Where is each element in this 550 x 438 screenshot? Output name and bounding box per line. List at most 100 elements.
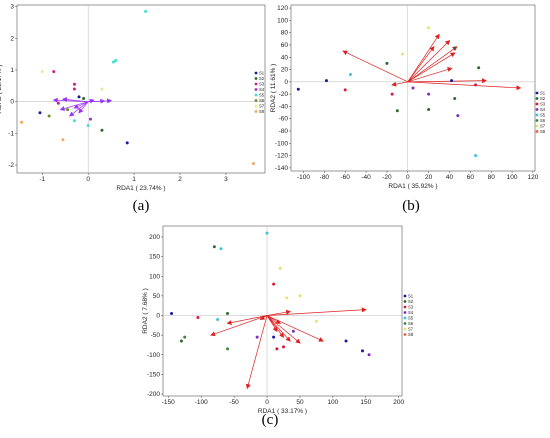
sample-point bbox=[395, 109, 399, 113]
x-tick-label: 2 bbox=[178, 176, 182, 183]
x-axis-label: RDA1 ( 23.74% ) bbox=[116, 185, 165, 192]
x-tick-label: -1 bbox=[39, 176, 45, 183]
env-factor-arrow bbox=[266, 315, 301, 344]
x-tick-label: 0 bbox=[265, 399, 269, 406]
sample-point bbox=[450, 79, 454, 83]
x-tick-label: -100 bbox=[297, 174, 310, 181]
x-tick-label: 120 bbox=[527, 174, 538, 181]
env-factor-arrow bbox=[342, 50, 408, 83]
sample-point bbox=[456, 114, 460, 118]
sample-point bbox=[427, 108, 431, 112]
env-factor-arrow bbox=[407, 67, 453, 83]
y-tick-label: 20 bbox=[281, 67, 289, 74]
sample-point bbox=[216, 317, 220, 321]
x-tick-label: 80 bbox=[488, 174, 496, 181]
sample-point bbox=[100, 128, 104, 132]
y-tick-label: 40 bbox=[281, 54, 289, 61]
legend-label: S8 bbox=[540, 129, 546, 134]
legend-marker bbox=[254, 104, 258, 108]
sample-point bbox=[72, 119, 76, 123]
sample-point bbox=[40, 70, 44, 74]
sample-point bbox=[427, 26, 431, 30]
sample-point bbox=[343, 88, 347, 92]
x-tick-label: 50 bbox=[296, 399, 304, 406]
legend-marker bbox=[535, 119, 539, 122]
env-factor-arrow bbox=[266, 315, 285, 338]
sample-point bbox=[411, 86, 415, 90]
legend-label: S1 bbox=[540, 91, 546, 96]
y-tick-label: -100 bbox=[275, 140, 288, 147]
legend-label: S4 bbox=[259, 87, 265, 92]
x-axis-label: RDA1 ( 35.92% ) bbox=[388, 183, 437, 190]
env-factor-arrow bbox=[266, 315, 278, 333]
y-tick-label: 0 bbox=[284, 79, 288, 86]
legend-label: S2 bbox=[408, 299, 414, 304]
x-tick-label: -100 bbox=[195, 399, 208, 406]
sample-point bbox=[56, 101, 60, 105]
legend-label: S1 bbox=[259, 71, 265, 76]
legend-marker bbox=[254, 77, 258, 80]
env-factor-arrow bbox=[245, 315, 268, 390]
env-factor-arrow bbox=[73, 101, 89, 109]
sample-point bbox=[324, 79, 328, 83]
x-tick-label: -60 bbox=[341, 174, 351, 181]
sample-point bbox=[212, 245, 216, 249]
y-tick-label: 100 bbox=[277, 17, 288, 24]
sample-point bbox=[427, 92, 431, 96]
sample-point bbox=[477, 66, 481, 70]
sample-point bbox=[255, 335, 259, 339]
legend-label: S6 bbox=[408, 321, 414, 326]
plot-frame bbox=[16, 4, 266, 174]
y-tick-label: 50 bbox=[153, 293, 161, 300]
sample-point bbox=[72, 87, 76, 91]
sample-point bbox=[114, 58, 118, 62]
legend-label: S5 bbox=[540, 113, 546, 118]
sample-point bbox=[272, 282, 276, 286]
x-tick-label: -80 bbox=[320, 174, 330, 181]
sample-point bbox=[72, 82, 76, 86]
sample-point bbox=[278, 266, 282, 270]
legend-label: S3 bbox=[259, 82, 265, 87]
x-tick-label: 40 bbox=[446, 174, 454, 181]
env-factor-arrow bbox=[407, 39, 451, 83]
y-tick-label: -200 bbox=[147, 391, 160, 398]
env-factor-arrow bbox=[407, 33, 440, 83]
legend-marker bbox=[403, 294, 407, 298]
legend-label: S7 bbox=[408, 327, 414, 332]
x-tick-label: -40 bbox=[361, 174, 371, 181]
sample-point bbox=[66, 108, 70, 112]
panel-a: -1 0 1 2 3 -2 -1 0 1 2 3 RDA1 ( 23.74% ) RDA2 ( 23.1… bbox=[0, 4, 266, 214]
y-tick-label: 2 bbox=[10, 35, 14, 42]
env-factor-arrow bbox=[407, 46, 458, 83]
legend-marker bbox=[403, 333, 407, 336]
legend-label: S1 bbox=[408, 294, 414, 299]
sample-point bbox=[52, 70, 56, 74]
y-tick-label: -40 bbox=[279, 103, 289, 110]
env-factor-arrow bbox=[407, 78, 487, 84]
legend-marker bbox=[254, 99, 258, 102]
x-tick-label: 3 bbox=[224, 176, 228, 183]
y-tick-label: -80 bbox=[279, 128, 289, 135]
env-factor-arrow bbox=[78, 101, 89, 114]
sample-point bbox=[47, 114, 51, 118]
sample-point bbox=[291, 329, 295, 333]
sample-point bbox=[401, 52, 405, 56]
y-axis-label: RDA2 ( 7.68% ) bbox=[142, 288, 149, 334]
legend-marker bbox=[535, 91, 539, 95]
legend-marker bbox=[535, 130, 539, 133]
legend-label: S7 bbox=[259, 104, 265, 109]
sample-point bbox=[61, 138, 65, 142]
sample-point bbox=[86, 123, 90, 127]
env-factor-arrow bbox=[259, 315, 268, 320]
sample-point bbox=[314, 319, 318, 323]
sample-point bbox=[367, 353, 371, 357]
legend-label: S2 bbox=[259, 76, 265, 81]
sample-point bbox=[82, 97, 86, 101]
legend-marker bbox=[535, 113, 539, 117]
env-factor-arrow bbox=[88, 98, 95, 104]
legend-label: S7 bbox=[540, 124, 546, 129]
sample-point bbox=[196, 315, 200, 319]
panel-b: -100 -80 -60 -40 -20 0 20 40 60 80 100 120 -140 -120 -… bbox=[270, 4, 546, 214]
sample-point bbox=[77, 95, 81, 99]
sample-point bbox=[20, 120, 24, 124]
